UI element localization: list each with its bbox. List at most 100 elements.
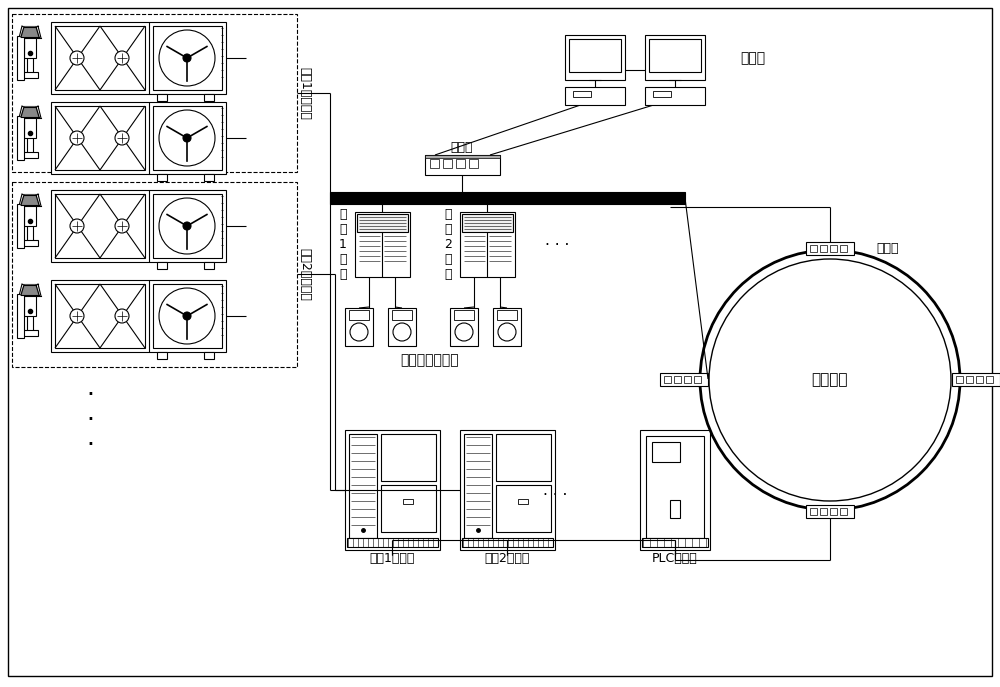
Bar	[496, 485, 551, 532]
Bar	[640, 430, 710, 550]
Bar	[51, 22, 226, 94]
Text: . . .: . . .	[543, 482, 567, 497]
Bar	[153, 106, 222, 170]
Text: 井简2热风机组: 井简2热风机组	[299, 247, 312, 300]
Bar	[157, 174, 167, 181]
Bar	[388, 308, 416, 346]
Bar	[493, 308, 521, 346]
Bar	[403, 499, 413, 504]
Bar	[18, 41, 24, 49]
Bar	[22, 72, 38, 78]
Bar	[345, 308, 373, 346]
Bar	[24, 118, 36, 138]
Circle shape	[455, 323, 473, 341]
Text: 交换机: 交换机	[451, 141, 473, 153]
Bar	[157, 262, 167, 269]
Circle shape	[115, 51, 129, 65]
Bar	[381, 434, 436, 481]
Bar	[12, 14, 297, 172]
Bar	[806, 242, 854, 255]
Text: PLC控制柜: PLC控制柜	[652, 552, 698, 565]
Bar	[55, 284, 145, 348]
Circle shape	[159, 30, 215, 86]
Bar	[664, 376, 671, 383]
Bar	[157, 352, 167, 359]
Bar	[820, 508, 827, 515]
Bar	[830, 508, 837, 515]
Bar	[204, 262, 214, 269]
Bar	[12, 182, 297, 367]
Bar	[204, 352, 214, 359]
Bar	[204, 94, 214, 101]
Bar	[497, 310, 517, 320]
Circle shape	[70, 131, 84, 145]
Bar	[425, 155, 500, 158]
Text: 井
筒
1
分
站: 井 筒 1 分 站	[339, 207, 347, 280]
Bar	[51, 280, 226, 352]
Circle shape	[70, 51, 84, 65]
Bar	[443, 159, 452, 168]
Bar	[55, 26, 145, 90]
Circle shape	[159, 110, 215, 166]
Text: 工业环网: 工业环网	[812, 372, 848, 387]
Polygon shape	[21, 195, 39, 205]
Bar	[642, 538, 708, 547]
Polygon shape	[19, 284, 41, 296]
Circle shape	[393, 323, 411, 341]
Bar	[460, 430, 555, 550]
Bar	[392, 310, 412, 320]
Bar	[55, 106, 145, 170]
Bar	[646, 436, 704, 538]
Bar	[425, 155, 500, 175]
Bar	[670, 500, 680, 518]
Bar	[569, 39, 621, 72]
Circle shape	[350, 323, 368, 341]
Bar	[952, 373, 1000, 386]
Bar	[806, 505, 854, 518]
Bar	[840, 245, 847, 252]
Bar	[153, 26, 222, 90]
Bar	[518, 499, 528, 504]
Circle shape	[70, 309, 84, 323]
Bar	[956, 376, 963, 383]
Circle shape	[115, 309, 129, 323]
Bar	[573, 91, 591, 97]
Bar	[454, 310, 474, 320]
Bar	[355, 212, 410, 277]
Bar	[204, 174, 214, 181]
Bar	[24, 296, 36, 316]
Bar	[55, 194, 145, 258]
Bar	[976, 376, 983, 383]
Bar	[565, 35, 625, 80]
Polygon shape	[19, 26, 41, 38]
Circle shape	[159, 288, 215, 344]
Polygon shape	[21, 27, 39, 37]
Bar	[24, 206, 36, 226]
Bar	[460, 212, 515, 277]
Text: 井简1热风机组: 井简1热风机组	[299, 67, 312, 120]
Bar	[565, 87, 625, 105]
Bar	[820, 245, 827, 252]
Bar	[462, 214, 513, 232]
Polygon shape	[19, 106, 41, 118]
Circle shape	[183, 312, 191, 320]
Bar	[24, 38, 36, 58]
Text: 交换机: 交换机	[876, 242, 898, 254]
Bar	[810, 245, 817, 252]
Circle shape	[115, 131, 129, 145]
Bar	[157, 94, 167, 101]
Bar	[17, 294, 24, 338]
Bar	[18, 299, 24, 307]
Bar	[347, 538, 438, 547]
Bar	[660, 373, 708, 386]
Bar	[18, 121, 24, 129]
Circle shape	[183, 134, 191, 142]
Circle shape	[700, 250, 960, 510]
Bar	[430, 159, 439, 168]
Bar	[22, 240, 38, 246]
Polygon shape	[21, 285, 39, 295]
Bar	[645, 87, 705, 105]
Bar	[22, 330, 38, 336]
Bar	[330, 192, 685, 204]
Bar	[450, 308, 478, 346]
